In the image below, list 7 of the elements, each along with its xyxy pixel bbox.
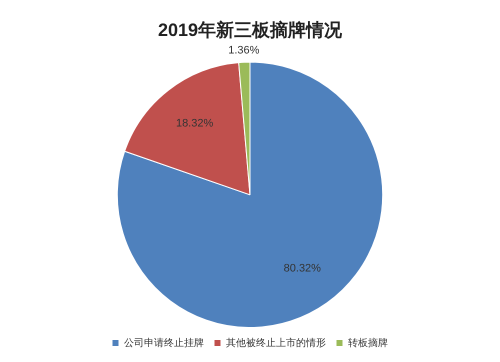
data-label: 18.32% [176,118,214,130]
data-label: 80.32% [284,262,322,274]
chart-title: 2019年新三板摘牌情况 [158,20,344,40]
legend-label: 其他被终止上市的情形 [226,336,326,349]
data-label: 1.36% [228,44,260,56]
legend-label: 转板摘牌 [348,336,388,349]
legend-label: 公司申请终止挂牌 [124,336,204,349]
